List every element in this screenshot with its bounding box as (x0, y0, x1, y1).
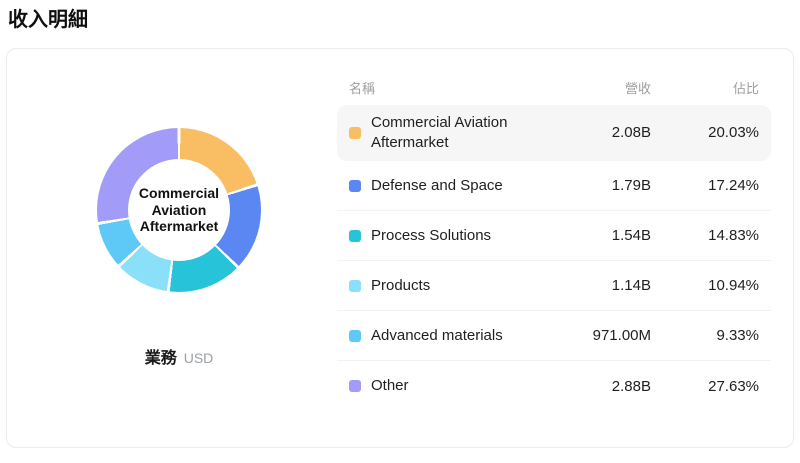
table-row[interactable]: Defense and Space 1.79B 17.24% (337, 161, 771, 211)
series-name-cell: Commercial Aviation Aftermarket (349, 113, 533, 152)
donut-chart[interactable]: Commercial Aviation Aftermarket (97, 128, 261, 292)
donut-center-label: Commercial Aviation Aftermarket (138, 185, 220, 235)
series-name: Advanced materials (371, 326, 503, 344)
series-percent: 10.94% (708, 277, 759, 294)
table-row[interactable]: Commercial Aviation Aftermarket 2.08B 20… (337, 105, 771, 161)
series-name: Other (371, 377, 409, 395)
series-name: Products (371, 276, 431, 294)
series-color-swatch (349, 229, 361, 242)
series-name-cell: Advanced materials (349, 326, 533, 346)
page-title: 收入明細 (8, 9, 88, 31)
series-percent: 14.83% (708, 227, 759, 244)
table-row[interactable]: Other 2.88B 27.63% (337, 361, 771, 411)
revenue-breakdown-card: Commercial Aviation Aftermarket 業務 USD 名… (6, 48, 794, 448)
series-color-swatch (349, 279, 361, 292)
series-color-swatch (349, 179, 361, 192)
currency-label: USD (183, 350, 214, 366)
series-color-swatch (349, 329, 361, 342)
header-revenue: 營收 (624, 80, 651, 96)
donut-hole: Commercial Aviation Aftermarket (128, 159, 230, 261)
header-ratio: 佔比 (732, 80, 759, 96)
series-name-cell: Products (349, 276, 533, 296)
series-name-cell: Other (349, 376, 533, 396)
revenue-table: 名稱 營收 佔比 Commercial Aviation Aftermarket… (329, 67, 771, 429)
business-label: 業務 (144, 350, 177, 367)
series-revenue: 1.54B (611, 227, 651, 244)
table-row[interactable]: Products 1.14B 10.94% (337, 261, 771, 311)
series-name: Defense and Space (371, 176, 503, 194)
series-name: Commercial Aviation Aftermarket (371, 114, 508, 151)
series-name-cell: Process Solutions (349, 226, 533, 246)
series-revenue: 1.79B (611, 177, 651, 194)
chart-footer: 業務 USD (145, 344, 214, 368)
revenue-table-header: 名稱 營收 佔比 (337, 69, 771, 105)
series-percent: 20.03% (708, 124, 759, 141)
table-row[interactable]: Advanced materials 971.00M 9.33% (337, 311, 771, 361)
series-color-swatch (349, 126, 361, 139)
table-row[interactable]: Process Solutions 1.54B 14.83% (337, 211, 771, 261)
series-revenue: 971.00M (592, 327, 651, 344)
series-name: Process Solutions (371, 226, 492, 244)
chart-pane: Commercial Aviation Aftermarket 業務 USD (29, 67, 329, 429)
header-name: 名稱 (349, 80, 376, 96)
series-percent: 27.63% (708, 377, 759, 395)
series-revenue: 2.08B (611, 124, 651, 141)
series-name-cell: Defense and Space (349, 176, 533, 196)
series-revenue: 2.88B (611, 377, 651, 395)
revenue-table-body: Commercial Aviation Aftermarket 2.08B 20… (337, 105, 771, 411)
series-color-swatch (349, 380, 361, 392)
series-revenue: 1.14B (611, 277, 651, 294)
series-percent: 9.33% (716, 327, 759, 344)
series-percent: 17.24% (708, 177, 759, 194)
